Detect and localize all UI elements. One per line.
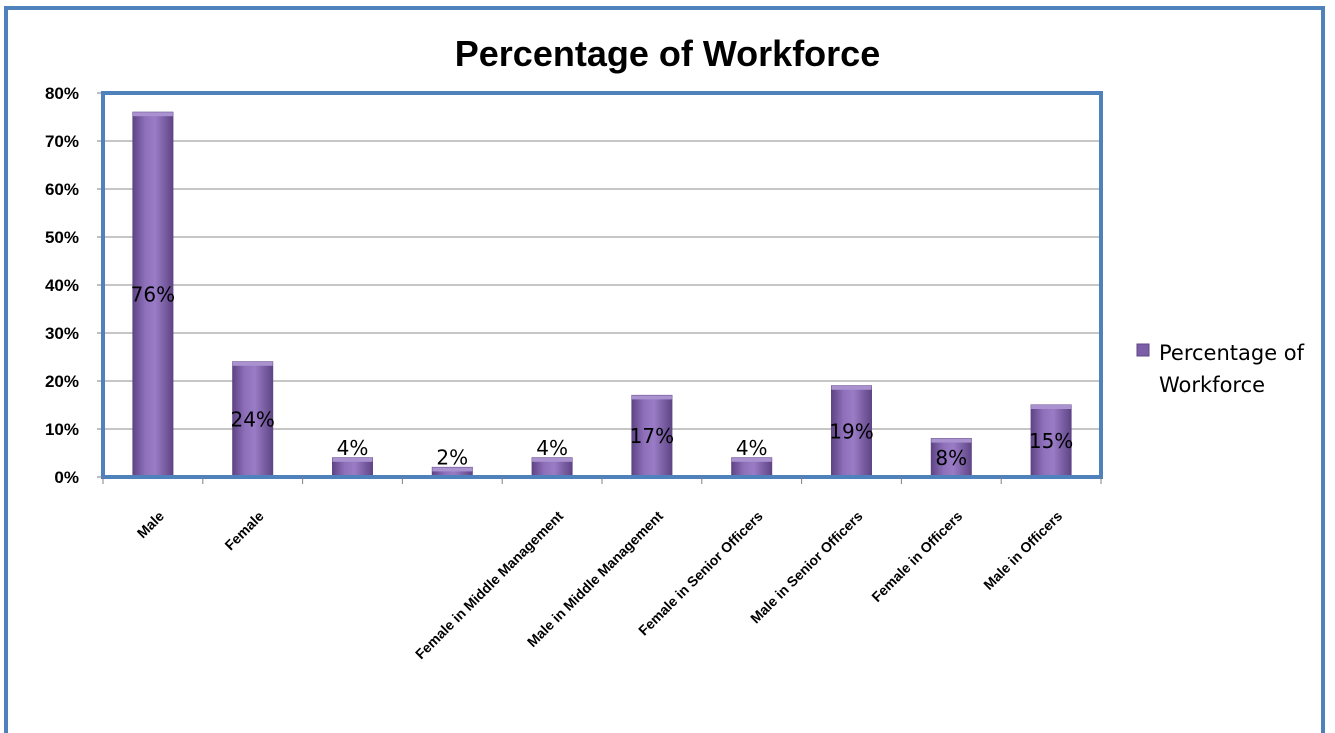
bar-top-highlight [232,361,273,366]
x-tick-label: Female [221,508,267,554]
data-label: 4% [736,436,768,460]
legend-swatch [1136,343,1150,357]
data-label: 76% [131,283,175,307]
legend: Percentage of Workforce [1136,341,1305,397]
y-tick-label: 70% [45,132,79,151]
bar [631,394,673,478]
bar-top-highlight [1031,405,1072,409]
bar-top-highlight [931,438,972,443]
x-tick-label: Male in Officers [980,508,1065,593]
data-label: 15% [1029,429,1073,453]
x-tick-label: Female in Officers [868,508,965,605]
y-tick-label: 60% [45,180,79,199]
y-tick-label: 40% [45,276,79,295]
chart-title: Percentage of Workforce [454,33,881,74]
data-label: 24% [230,407,274,431]
bar-top-highlight [432,467,473,472]
data-label: 4% [337,436,369,460]
legend-label-line-1: Percentage of [1159,341,1305,365]
data-label: 17% [630,424,674,448]
y-tick-label: 50% [45,228,79,247]
bar-top-highlight [631,395,672,400]
axes: 0% 10% 20% 30% 40% 50% 60% 70% 80% Male Female Fema… [45,84,1103,662]
bar [1030,404,1072,478]
bar [132,111,174,478]
data-label: 4% [536,436,568,460]
bar-top-highlight [532,457,573,462]
bars [132,111,1072,478]
data-label: 2% [436,445,468,469]
legend-label-line-2: Workforce [1159,373,1265,397]
x-tick-label: Male in Senior Officers [747,508,866,627]
data-label: 8% [935,446,967,470]
data-labels: 76% 24% 4% 2% 4% 17% 4% 19% 8% 15% [131,283,1074,470]
x-tick-label: Male [134,508,167,541]
bar-top-highlight [831,385,872,390]
y-tick-label: 20% [45,372,79,391]
y-tick-label: 0% [54,468,79,487]
data-label: 19% [829,419,873,443]
y-tick-label: 10% [45,420,79,439]
bar-top-highlight [132,112,173,117]
bar [232,361,274,478]
bar-top-highlight [332,457,373,462]
y-tick-label: 80% [45,84,79,103]
bar-top-highlight [731,457,772,462]
y-tick-label: 30% [45,324,79,343]
grid-lines [103,92,1101,430]
chart-frame [4,6,1325,733]
